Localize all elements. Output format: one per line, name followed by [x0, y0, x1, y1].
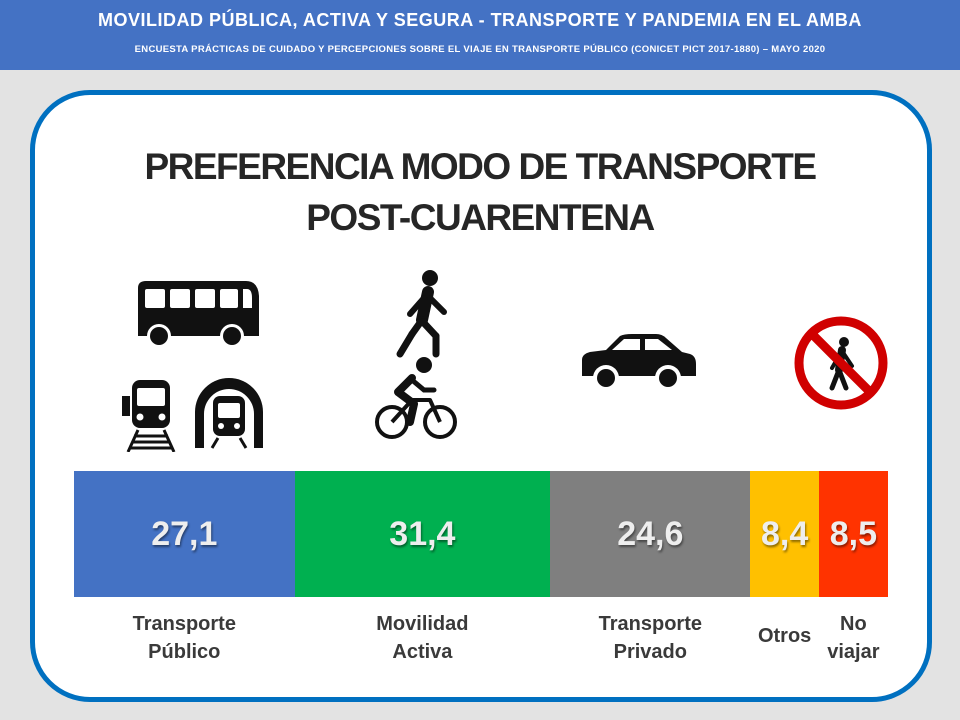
train-icon: [122, 380, 176, 452]
category-label: Transporte Público: [132, 613, 236, 663]
bar-segment: 24,6: [550, 471, 751, 597]
bar-segment: 8,5: [818, 471, 888, 597]
chart-title-line-1: PREFERENCIA MODO DE TRANSPORTE: [144, 146, 817, 187]
pedestrian-icon: [396, 270, 447, 358]
header-subtitle: ENCUESTA PRÁCTICAS DE CUIDADO Y PERCEPCI…: [134, 44, 826, 55]
category-label: Movilidad Activa: [376, 613, 469, 663]
category-label: No viajar: [827, 613, 880, 663]
bar-value-label: 24,6: [617, 514, 684, 553]
bar-segment: 27,1: [74, 471, 295, 597]
bicycle-icon: [375, 357, 457, 439]
bar-value-label: 8,4: [760, 514, 809, 553]
header-title: MOVILIDAD PÚBLICA, ACTIVA Y SEGURA - TRA…: [98, 10, 862, 30]
bar-segment: 8,4: [750, 471, 819, 597]
category-label: Otros: [757, 625, 812, 647]
category-label: Transporte Privado: [598, 613, 702, 663]
no-walking-icon: [794, 316, 888, 410]
content-card: [30, 90, 932, 702]
bar-value-label: 8,5: [829, 514, 878, 553]
bar-segment: 31,4: [294, 471, 551, 597]
car-icon: [582, 334, 696, 391]
bar-value-label: 27,1: [151, 514, 218, 553]
header-banner: MOVILIDAD PÚBLICA, ACTIVA Y SEGURA - TRA…: [0, 0, 960, 70]
bar-value-label: 31,4: [389, 514, 456, 553]
chart-title-line-2: POST-CUARENTENA: [306, 197, 655, 238]
bus-icon: [138, 281, 259, 348]
subway-icon: [195, 378, 263, 449]
